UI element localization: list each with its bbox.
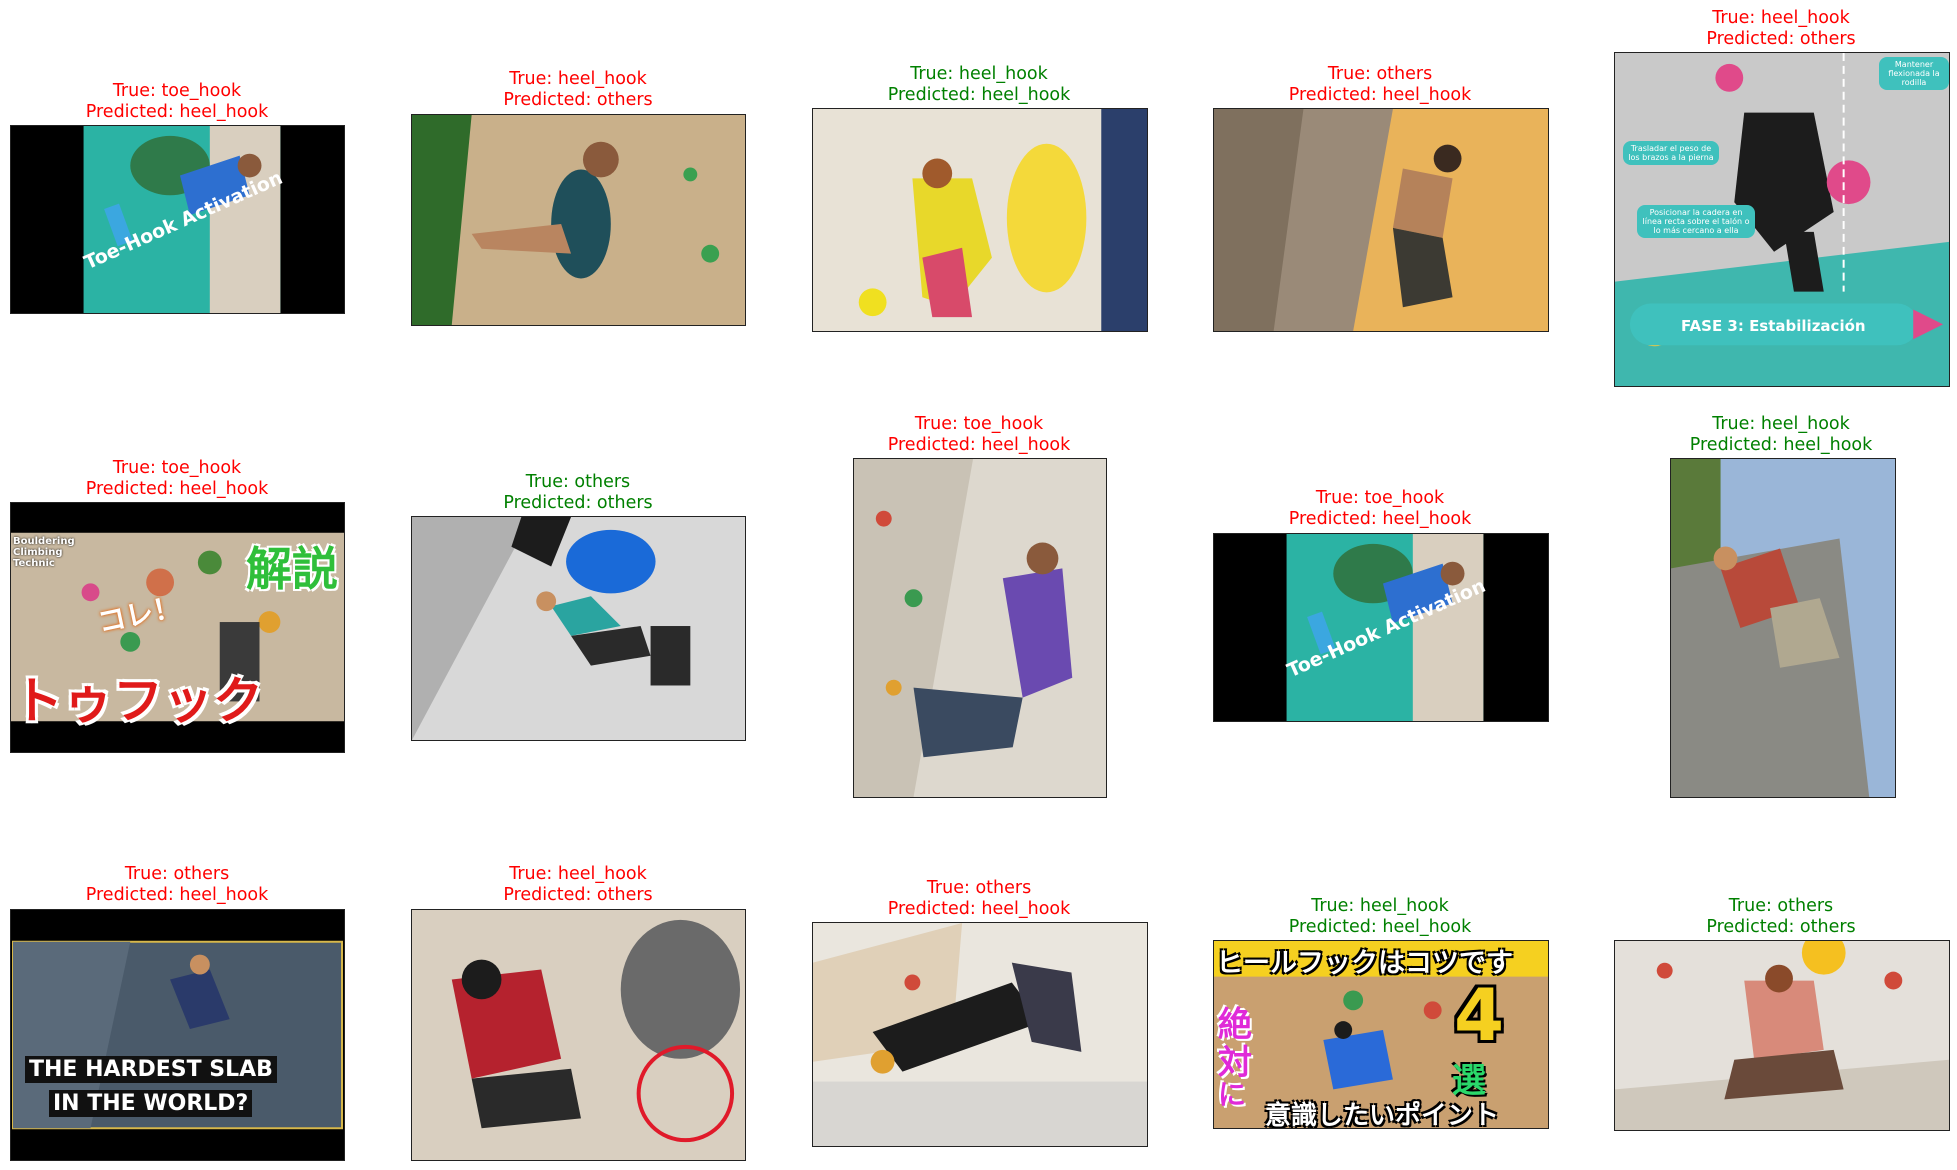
panel-caption: True: heel_hook Predicted: others bbox=[503, 864, 652, 906]
panel-image bbox=[1670, 458, 1896, 798]
overlay-text: 絶 bbox=[1218, 1005, 1252, 1045]
true-label: True: toe_hook bbox=[112, 81, 242, 101]
overlay-text: ヒールフックはコツです bbox=[1216, 948, 1513, 979]
panel-image: ヒールフックはコツです 絶 対 に 4 選 意識したいポイント bbox=[1213, 940, 1549, 1129]
panel-caption: True: heel_hook Predicted: heel_hook bbox=[1289, 896, 1472, 938]
predicted-label: Predicted: heel_hook bbox=[1288, 917, 1472, 937]
true-label: True: others bbox=[926, 878, 1032, 898]
overlay-text: 解説 bbox=[246, 542, 338, 596]
predicted-label: Predicted: others bbox=[503, 90, 653, 110]
overlay-text: 4 bbox=[1454, 973, 1505, 1057]
predicted-label: Predicted: heel_hook bbox=[85, 102, 269, 122]
panel-image bbox=[411, 114, 746, 326]
overlay-text: Posicionar la cadera en línea recta sobr… bbox=[1637, 205, 1755, 238]
overlay-text: に bbox=[1218, 1078, 1247, 1111]
overlay-text: Mantener flexionada la rodilla bbox=[1879, 57, 1949, 90]
panel-image bbox=[812, 108, 1148, 332]
panel-image bbox=[411, 909, 746, 1161]
overlay-text: 選 bbox=[1452, 1061, 1486, 1101]
true-label: True: heel_hook bbox=[910, 64, 1048, 84]
panel-caption: True: heel_hook Predicted: heel_hook bbox=[1690, 414, 1873, 456]
predicted-label: Predicted: heel_hook bbox=[887, 899, 1071, 919]
true-label: True: heel_hook bbox=[509, 864, 647, 884]
true-label: True: others bbox=[525, 472, 631, 492]
panel-caption: True: heel_hook Predicted: others bbox=[503, 69, 652, 111]
panel-image: Mantener flexionada la rodilla Trasladar… bbox=[1614, 52, 1950, 387]
overlay-text: THE HARDEST SLAB bbox=[25, 1056, 277, 1083]
true-label: True: heel_hook bbox=[1712, 8, 1850, 28]
panel-image bbox=[411, 516, 746, 741]
panel-image bbox=[1213, 108, 1549, 332]
overlay-text: 意識したいポイント bbox=[1264, 1101, 1499, 1129]
panel-image: Toe-Hook Activation bbox=[10, 125, 345, 314]
predicted-label: Predicted: others bbox=[1706, 29, 1856, 49]
panel-caption: True: toe_hook Predicted: heel_hook bbox=[86, 458, 269, 500]
panel-image: Bouldering Climbing Technic 解説 コレ！ トゥフック bbox=[10, 502, 345, 753]
panel-caption: True: others Predicted: heel_hook bbox=[1289, 64, 1472, 106]
panel-image bbox=[812, 922, 1148, 1147]
overlay-text: Trasladar el peso de los brazos a la pie… bbox=[1623, 141, 1719, 165]
panel-caption: True: toe_hook Predicted: heel_hook bbox=[86, 81, 269, 123]
true-label: True: toe_hook bbox=[112, 458, 242, 478]
panel-caption: True: others Predicted: heel_hook bbox=[86, 864, 269, 906]
panel-image: THE HARDEST SLAB IN THE WORLD? bbox=[10, 909, 345, 1161]
true-label: True: others bbox=[1728, 896, 1834, 916]
panel-caption: True: toe_hook Predicted: heel_hook bbox=[1289, 488, 1472, 530]
panel-image bbox=[853, 458, 1107, 798]
true-label: True: heel_hook bbox=[1712, 414, 1850, 434]
predicted-label: Predicted: heel_hook bbox=[887, 435, 1071, 455]
overlay-text: Bouldering Climbing Technic bbox=[13, 536, 75, 569]
panel-caption: True: others Predicted: others bbox=[503, 472, 652, 514]
predicted-label: Predicted: heel_hook bbox=[1288, 85, 1472, 105]
predicted-label: Predicted: others bbox=[1706, 917, 1856, 937]
panel-caption: True: toe_hook Predicted: heel_hook bbox=[888, 414, 1071, 456]
true-label: True: others bbox=[1327, 64, 1433, 84]
panel-caption: True: others Predicted: heel_hook bbox=[888, 878, 1071, 920]
predicted-label: Predicted: heel_hook bbox=[887, 85, 1071, 105]
predicted-label: Predicted: heel_hook bbox=[85, 479, 269, 499]
true-label: True: toe_hook bbox=[914, 414, 1044, 434]
predicted-label: Predicted: heel_hook bbox=[1288, 509, 1472, 529]
predicted-label: Predicted: others bbox=[503, 885, 653, 905]
predicted-label: Predicted: others bbox=[503, 493, 653, 513]
overlay-text: 対 bbox=[1218, 1043, 1252, 1083]
true-label: True: others bbox=[124, 864, 230, 884]
panel-image: Toe-Hook Activation bbox=[1213, 533, 1549, 722]
overlay-text: FASE 3: Estabilización bbox=[1681, 317, 1866, 335]
panel-caption: True: others Predicted: others bbox=[1706, 896, 1855, 938]
overlay-text: トゥフック bbox=[13, 672, 263, 730]
true-label: True: toe_hook bbox=[1315, 488, 1445, 508]
predicted-label: Predicted: heel_hook bbox=[85, 885, 269, 905]
overlay-text: IN THE WORLD? bbox=[49, 1090, 253, 1117]
predicted-label: Predicted: heel_hook bbox=[1689, 435, 1873, 455]
panel-caption: True: heel_hook Predicted: heel_hook bbox=[888, 64, 1071, 106]
true-label: True: heel_hook bbox=[1311, 896, 1449, 916]
true-label: True: heel_hook bbox=[509, 69, 647, 89]
panel-caption: True: heel_hook Predicted: others bbox=[1706, 8, 1855, 50]
panel-image bbox=[1614, 940, 1950, 1131]
